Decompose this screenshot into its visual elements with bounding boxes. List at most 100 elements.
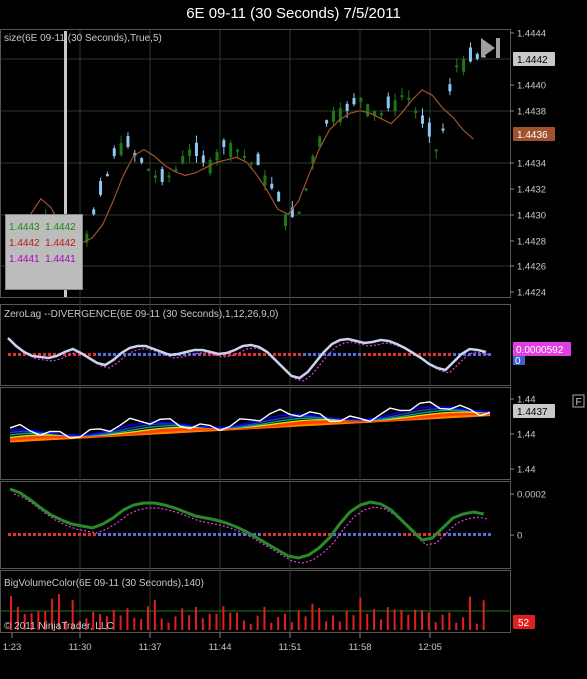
volume-bar	[174, 616, 177, 630]
macd-dot	[258, 533, 261, 536]
time-tick-label: 11:51	[278, 642, 301, 653]
volume-bar	[71, 600, 74, 630]
zerolag-dot	[263, 353, 266, 356]
volume-bar	[64, 620, 67, 630]
price-bar	[201, 155, 205, 163]
price-tick-label: 1.4426	[517, 262, 546, 273]
macd-dot	[133, 533, 136, 536]
volume-bar	[284, 613, 286, 630]
zerolag-signal-line	[11, 340, 491, 382]
volume-bar	[427, 612, 430, 630]
time-axis: 1:23 11:30 11:37 11:44 11:51 11:58 12:05	[3, 633, 442, 653]
price-tick-label: 1.4430	[517, 211, 546, 222]
volume-panel-label: BigVolumeColor(6E 09-11 (30 Seconds),140…	[4, 578, 204, 589]
macd-dot	[53, 533, 56, 536]
price-bar	[256, 153, 260, 166]
macd-tick-label: 0	[517, 531, 522, 542]
price-tick-label: 1.4444	[517, 29, 546, 40]
macd-dot	[198, 533, 201, 536]
volume-bar	[30, 613, 33, 630]
price-bar	[462, 58, 466, 72]
zerolag-dot	[133, 353, 136, 356]
price-bar	[270, 183, 274, 189]
volume-bar	[78, 621, 81, 630]
macd-dot	[208, 533, 211, 536]
ma-axis: 1.44 1.44 1.44	[510, 395, 536, 476]
zerolag-dot	[483, 353, 486, 356]
macd-dot	[348, 533, 351, 536]
macd-dot	[328, 533, 331, 536]
zerolag-dot	[293, 353, 296, 356]
svg-text:1.4442: 1.4442	[517, 55, 548, 66]
macd-dot	[228, 533, 231, 536]
volume-bar	[181, 608, 184, 630]
panel-frames	[0, 29, 511, 633]
volume-bar	[23, 613, 26, 630]
zerolag-dot	[208, 353, 211, 356]
macd-dot	[8, 533, 11, 536]
macd-dot	[78, 533, 81, 536]
price-bar	[284, 214, 287, 227]
price-bar	[208, 159, 212, 174]
volume-bar	[400, 609, 403, 630]
zerolag-dot	[48, 353, 51, 356]
zerolag-dot	[328, 353, 331, 356]
macd-dot	[233, 533, 236, 536]
macd-dot	[33, 533, 36, 536]
volume-bar	[249, 623, 252, 630]
zerolag-dot	[143, 353, 146, 356]
macd-dot	[318, 533, 321, 536]
price-bar	[126, 136, 130, 147]
f-button[interactable]: F	[572, 394, 585, 408]
macd-dot	[43, 533, 46, 536]
svg-text:F: F	[576, 397, 582, 408]
volume-bar	[345, 610, 348, 630]
cursor-line[interactable]	[64, 31, 67, 297]
volume-bar	[160, 618, 163, 630]
price-bar	[448, 84, 452, 92]
macd-dot	[478, 533, 481, 536]
zerolag-dot	[38, 353, 41, 356]
data-box-value-b: 1.4441	[45, 254, 76, 265]
volume-bar	[386, 607, 389, 630]
macd-zero-dots	[8, 533, 491, 536]
svg-text:0.0000592: 0.0000592	[516, 345, 564, 356]
macd-dot	[173, 533, 176, 536]
volume-bar	[153, 600, 156, 630]
ma-tick-label: 1.44	[517, 430, 536, 441]
zerolag-dot	[13, 353, 16, 356]
zerolag-dot	[338, 353, 341, 356]
volume-bar	[277, 616, 280, 630]
indicator-tag: 1.4436	[513, 127, 555, 141]
zerolag-dot	[33, 353, 36, 356]
volume-bar	[448, 612, 451, 630]
svg-text:1.4437: 1.4437	[517, 407, 548, 418]
zerolag-dot	[193, 353, 196, 356]
price-tick-label: 1.4432	[517, 185, 546, 196]
volume-bar	[366, 613, 369, 630]
price-tick-label: 1.4424	[517, 288, 546, 299]
price-bar	[366, 104, 370, 117]
play-end-icon[interactable]	[496, 38, 500, 58]
volume-bar	[270, 622, 273, 630]
macd-dot	[383, 533, 386, 536]
price-bar	[290, 207, 294, 217]
macd-dot	[143, 533, 146, 536]
zerolag-dot	[8, 353, 11, 356]
volume-bar	[236, 612, 239, 630]
volume-value-tag: 52	[513, 615, 535, 629]
volume-bar	[407, 614, 410, 630]
macd-dot	[58, 533, 61, 536]
price-bar	[222, 140, 226, 147]
play-icon[interactable]	[481, 38, 495, 58]
zerolag-dot	[318, 353, 321, 356]
price-bar	[140, 158, 144, 163]
zerolag-panel-label: ZeroLag --DIVERGENCE(6E 09-11 (30 Second…	[4, 309, 279, 320]
price-bar	[441, 128, 445, 131]
zerolag-dot	[158, 353, 161, 356]
zerolag-zero-dots	[8, 353, 491, 356]
macd-dot	[448, 533, 451, 536]
price-bar	[338, 108, 342, 123]
macd-dot	[453, 533, 456, 536]
